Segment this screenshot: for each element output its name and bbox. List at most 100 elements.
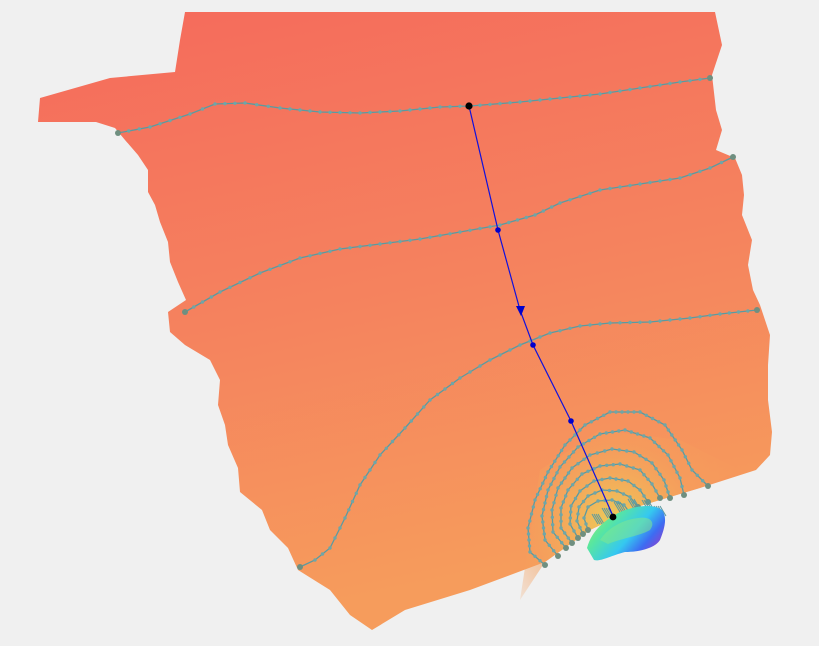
contour-vertex xyxy=(549,482,553,486)
contour-vertex xyxy=(555,471,559,475)
contour-vertex xyxy=(611,463,615,467)
contour-vertex xyxy=(632,450,636,454)
contour-vertex xyxy=(540,514,544,518)
contour-vertex xyxy=(558,465,562,469)
contour-endpoint xyxy=(707,75,713,81)
contour-vertex xyxy=(698,315,702,319)
contour-vertex xyxy=(448,105,452,109)
contour-vertex xyxy=(388,109,392,114)
flowline-node xyxy=(568,418,574,424)
contour-vertex xyxy=(328,546,332,550)
contour-vertex xyxy=(438,233,442,238)
contour-vertex xyxy=(608,186,612,191)
basin-lake-inner xyxy=(600,517,653,544)
contour-vertex xyxy=(398,239,402,244)
contour-vertex xyxy=(498,101,502,106)
contour-vertex xyxy=(527,538,531,542)
contour-vertex xyxy=(648,320,652,324)
contour-vertex xyxy=(348,111,352,115)
contour-vertex xyxy=(458,104,462,109)
contour-vertex xyxy=(610,430,615,434)
contour-vertex xyxy=(358,483,362,487)
contour-vertex xyxy=(422,405,426,409)
contour-vertex xyxy=(568,438,572,442)
contour-vertex xyxy=(576,445,580,449)
contour-endpoint xyxy=(585,527,591,533)
contour-vertex xyxy=(668,318,672,322)
contour-vertex xyxy=(570,466,574,470)
contour-vertex xyxy=(338,526,342,530)
contour-vertex xyxy=(543,538,547,542)
contour-vertex xyxy=(617,448,621,452)
contour-vertex xyxy=(458,230,462,234)
contour-vertex xyxy=(626,479,630,483)
contour-vertex xyxy=(498,353,502,357)
contour-vertex xyxy=(278,263,282,268)
contour-vertex xyxy=(578,525,582,530)
contour-vertex xyxy=(600,477,604,482)
contour-vertex xyxy=(676,443,681,447)
contour-vertex xyxy=(614,477,618,481)
contour-vertex xyxy=(552,476,556,481)
contour-vertex xyxy=(688,316,692,320)
contour-vertex xyxy=(488,225,492,229)
contour-vertex xyxy=(638,86,642,90)
contour-vertex xyxy=(278,106,282,110)
flowline-end-point[interactable] xyxy=(609,513,617,521)
contour-vertex xyxy=(308,254,312,258)
flowline-path xyxy=(468,105,614,517)
contour-vertex xyxy=(642,434,646,438)
contour-endpoint xyxy=(730,154,736,160)
contour-vertex xyxy=(638,454,642,458)
contour-vertex xyxy=(568,522,572,526)
contour-vertex xyxy=(626,410,630,414)
flowline-start-point[interactable] xyxy=(465,102,473,110)
contour-vertex xyxy=(648,84,652,89)
contour-vertex xyxy=(368,243,372,247)
contour-vertex xyxy=(343,516,347,520)
contour-vertex xyxy=(638,182,642,186)
contour-vertex xyxy=(556,454,560,458)
contour-vertex xyxy=(548,331,552,335)
contour-vertex xyxy=(701,479,705,483)
contour-vertex xyxy=(354,491,358,495)
contour-vertex xyxy=(559,506,563,510)
contour-vertex xyxy=(596,499,600,503)
contour-vertex xyxy=(644,457,648,461)
contour-vertex xyxy=(531,505,535,509)
contour-line-7 xyxy=(560,463,661,544)
contour-vertex xyxy=(498,223,502,227)
contour-vertex xyxy=(218,290,222,294)
contour-vertex xyxy=(698,77,702,82)
contour-vertex xyxy=(589,420,593,424)
contour-vertex xyxy=(573,496,578,501)
contour-vertex xyxy=(533,213,537,217)
contour-vertex xyxy=(200,107,205,111)
contour-vertex xyxy=(529,512,534,516)
contour-vertex xyxy=(648,436,652,440)
contour-vertex xyxy=(607,488,612,493)
contour-vertex xyxy=(538,98,542,102)
flowline-node xyxy=(530,342,536,348)
contour-vertex xyxy=(566,536,570,540)
contour-vertex xyxy=(348,246,352,250)
contour-vertex xyxy=(468,228,472,232)
contour-vertex xyxy=(561,500,565,504)
contour-vertex xyxy=(488,102,492,107)
contour-vertex xyxy=(620,478,624,482)
contour-vertex xyxy=(675,470,679,474)
contour-endpoint xyxy=(182,309,188,315)
contour-vertex xyxy=(533,554,537,558)
contour-vertex xyxy=(559,519,563,523)
contour-vertex xyxy=(678,317,682,321)
contour-endpoint xyxy=(681,492,687,498)
contour-vertex xyxy=(556,486,560,490)
contour-vertex xyxy=(610,498,614,502)
contour-vertex xyxy=(575,519,579,523)
contour-vertex xyxy=(582,457,586,461)
contour-hatch xyxy=(591,513,599,525)
contour-vertex xyxy=(515,218,520,222)
contour-vertex xyxy=(550,205,554,209)
